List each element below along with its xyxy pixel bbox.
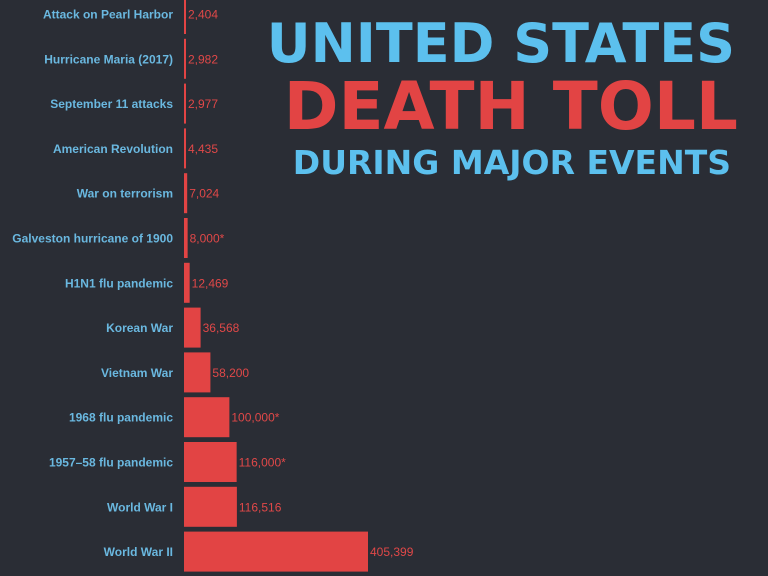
title-line-2: DEATH TOLL: [283, 68, 738, 145]
value-label: 4,435: [188, 142, 218, 156]
category-label: Galveston hurricane of 1900: [12, 232, 173, 246]
title-line-3: DURING MAJOR EVENTS: [292, 143, 731, 182]
value-label: 12,469: [192, 276, 229, 290]
bar: [184, 486, 237, 527]
bar: [184, 262, 190, 303]
category-label: World War II: [104, 545, 173, 559]
bar: [184, 307, 201, 348]
value-label: 116,516: [239, 500, 282, 514]
value-label: 2,977: [188, 97, 218, 111]
bar: [184, 83, 186, 124]
bar: [184, 38, 186, 79]
value-label: 405,399: [370, 545, 414, 559]
category-label: World War I: [107, 500, 173, 514]
bar: [184, 442, 237, 482]
title-line-1: UNITED STATES: [266, 12, 735, 75]
bar: [184, 218, 188, 258]
category-label: September 11 attacks: [50, 97, 173, 111]
category-label: Attack on Pearl Harbor: [43, 8, 173, 22]
value-label: 116,000*: [239, 456, 286, 470]
category-label: 1968 flu pandemic: [69, 411, 173, 425]
bar: [184, 531, 368, 572]
value-label: 8,000*: [190, 232, 225, 246]
category-label: H1N1 flu pandemic: [65, 276, 173, 290]
bar: [184, 352, 211, 393]
category-label: Korean War: [106, 321, 173, 335]
bar: [184, 173, 188, 214]
category-label: War on terrorism: [77, 187, 173, 201]
value-label: 2,404: [188, 8, 218, 22]
category-label: Hurricane Maria (2017): [44, 52, 173, 66]
value-label: 36,568: [203, 321, 240, 335]
value-label: 2,982: [188, 52, 218, 66]
value-label: 100,000*: [231, 411, 279, 425]
value-label: 7,024: [189, 187, 219, 201]
value-label: 58,200: [212, 366, 249, 380]
category-label: 1957–58 flu pandemic: [49, 456, 173, 470]
bar: [184, 397, 230, 438]
bar: [184, 128, 187, 169]
category-label: American Revolution: [53, 142, 173, 156]
bar: [184, 0, 186, 34]
category-label: Vietnam War: [101, 366, 173, 380]
